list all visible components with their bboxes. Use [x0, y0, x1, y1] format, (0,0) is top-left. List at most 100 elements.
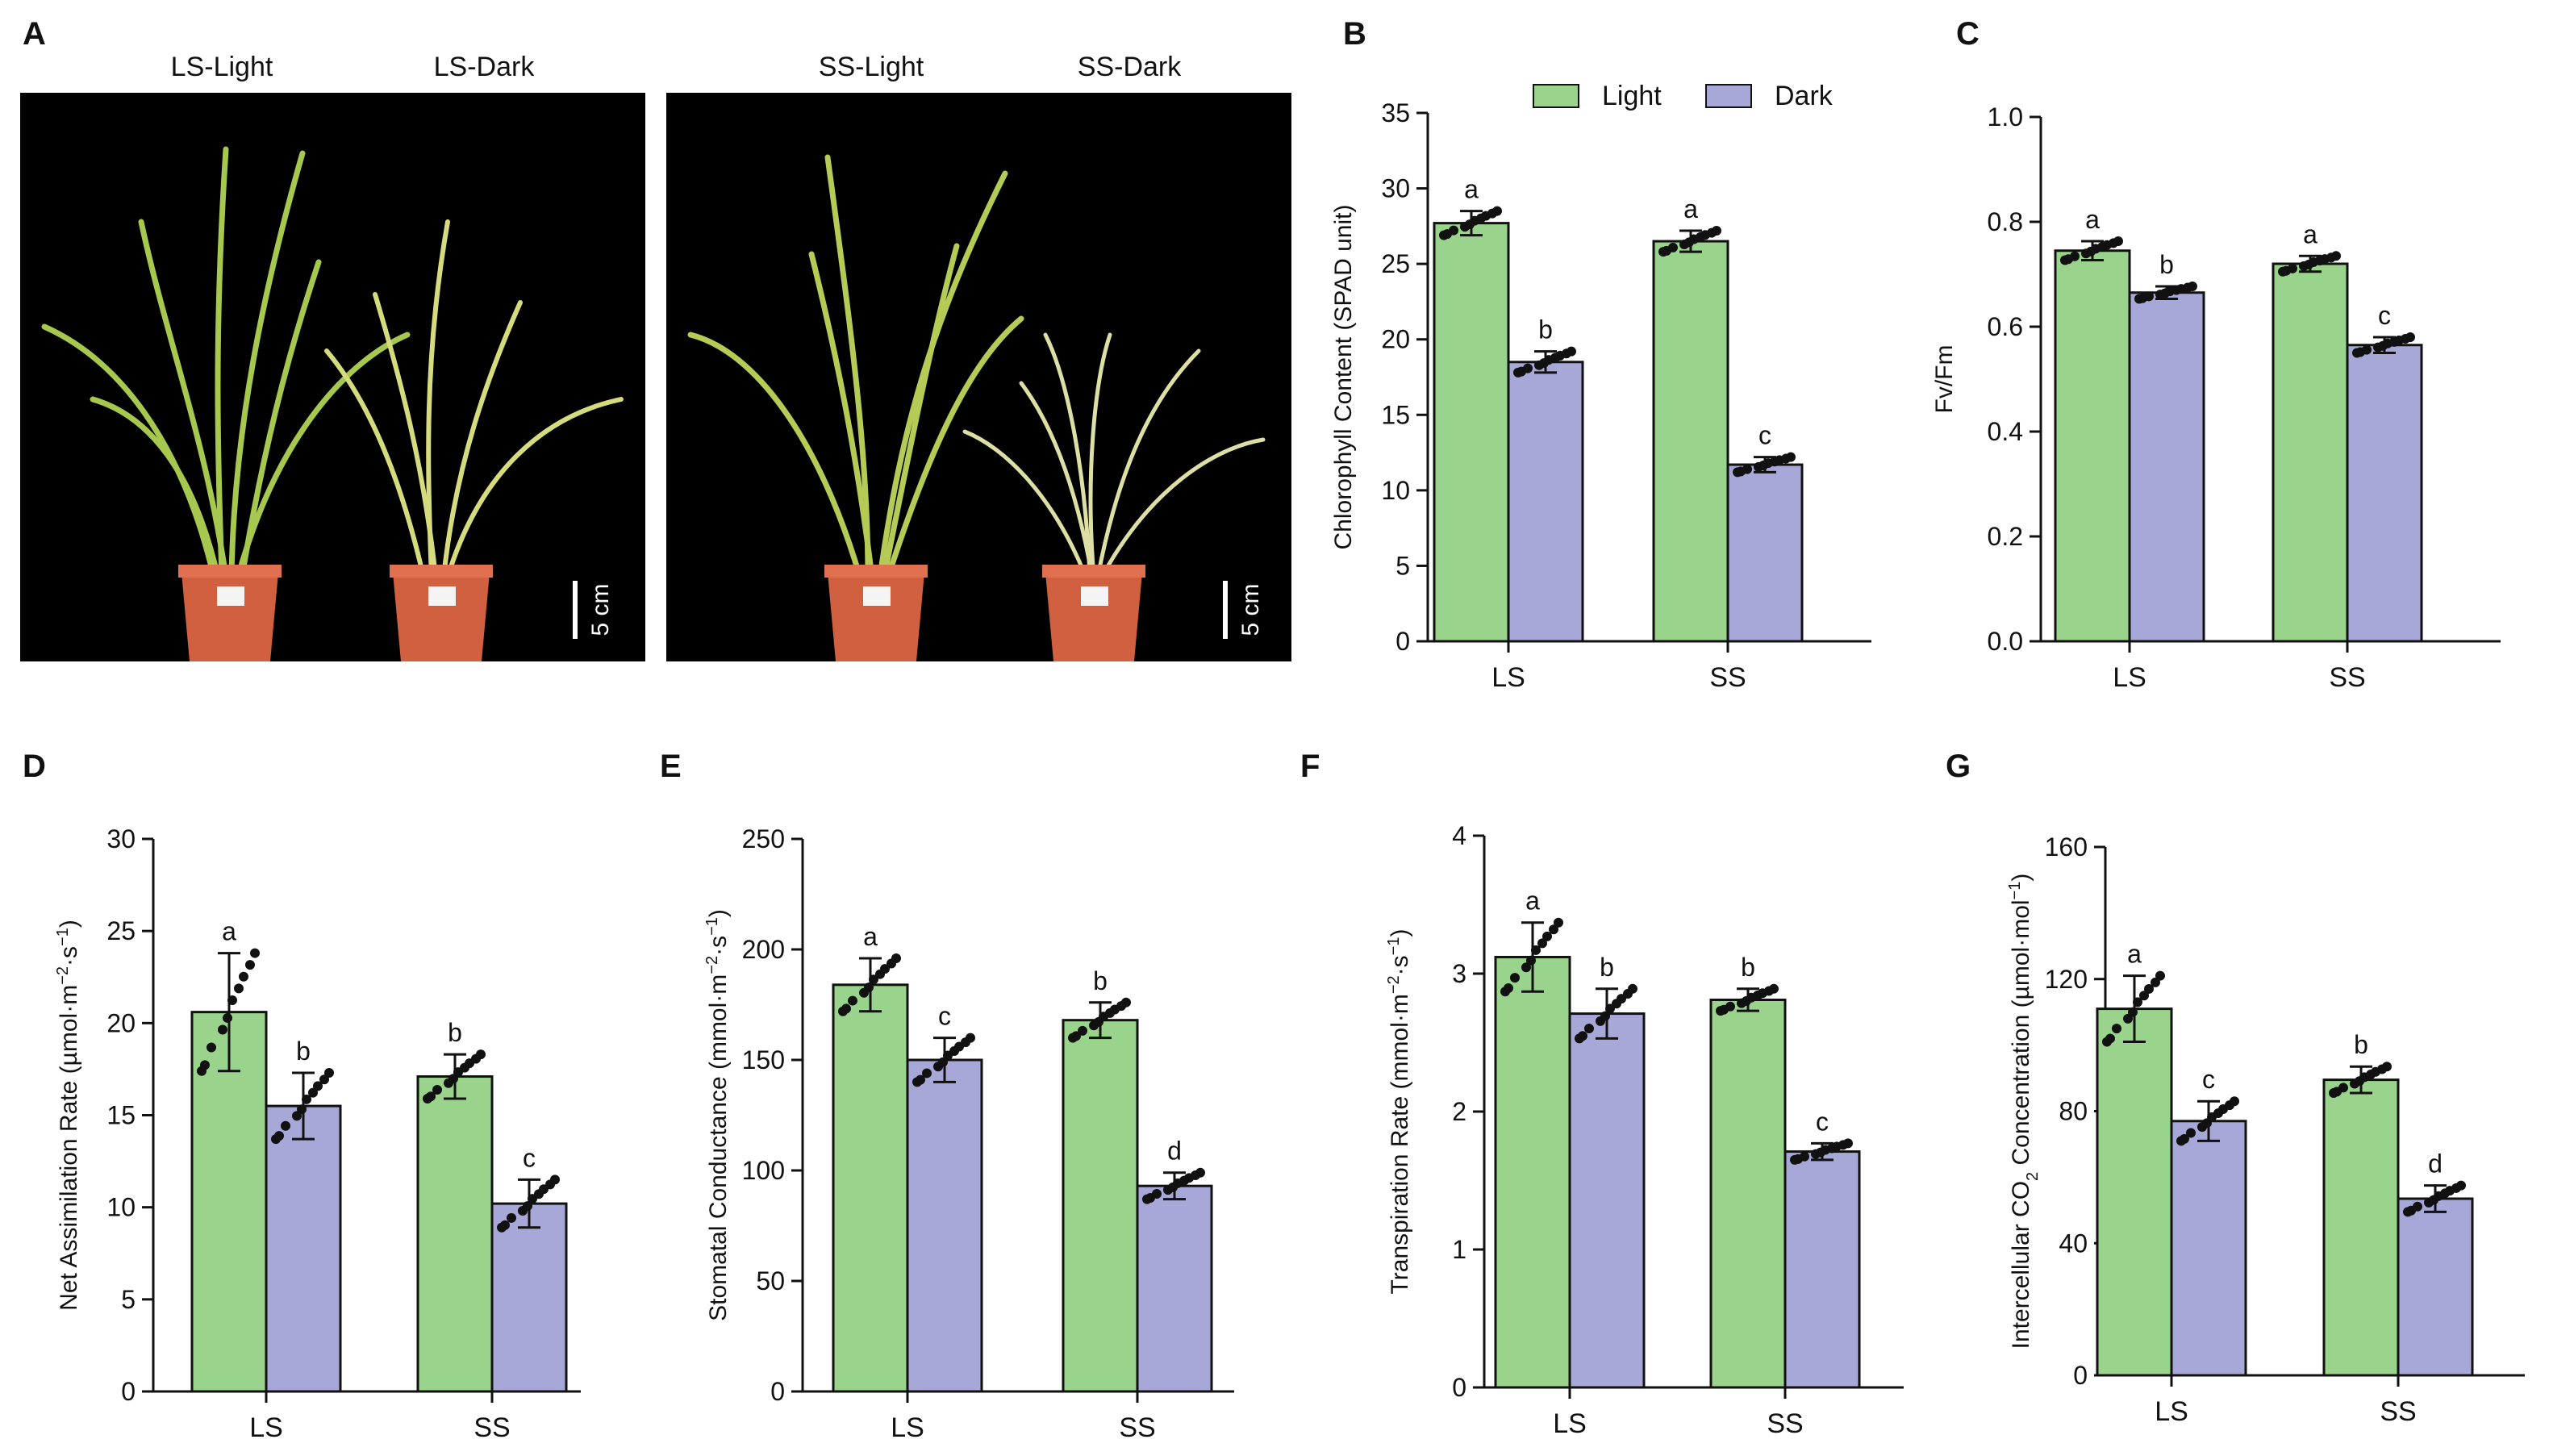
data-point	[1526, 955, 1536, 966]
data-point	[497, 1222, 507, 1233]
data-point	[1191, 1170, 1200, 1181]
data-point	[1816, 1147, 1825, 1158]
data-point	[2278, 266, 2288, 277]
significance-letter: b	[1538, 315, 1553, 344]
bar-dark-ss	[2346, 344, 2423, 643]
legend-label-dark: Dark	[1775, 81, 1833, 111]
bar-dark-ss	[2397, 1197, 2474, 1377]
significance-letter: d	[2428, 1149, 2443, 1179]
bar-dark-ls	[265, 1104, 342, 1393]
data-point	[197, 1066, 207, 1076]
data-point	[922, 1068, 932, 1078]
data-point	[271, 1134, 281, 1145]
data-point	[2413, 1201, 2422, 1212]
data-point	[2389, 336, 2399, 347]
data-point	[1078, 1025, 1087, 1036]
bar-light-ls	[1433, 222, 1510, 643]
data-point	[961, 1037, 970, 1048]
y-tick-label: 0	[1395, 627, 1410, 656]
data-point	[1554, 917, 1563, 928]
data-point	[471, 1053, 481, 1064]
panel-label-e: E	[660, 749, 682, 784]
data-point	[1168, 1182, 1178, 1192]
data-point	[1584, 1024, 1594, 1034]
data-point	[1758, 460, 1768, 470]
significance-letter: a	[2085, 205, 2100, 234]
bar-dark-ls	[1507, 361, 1584, 643]
data-point	[1539, 358, 1549, 369]
data-point	[2112, 1024, 2121, 1034]
significance-letter: b	[1600, 953, 1614, 982]
y-tick-label: 50	[756, 1266, 785, 1295]
significance-letter: a	[2303, 219, 2317, 248]
y-tick-label: 100	[742, 1156, 785, 1185]
data-point	[2144, 291, 2154, 302]
significance-letter: a	[863, 922, 878, 951]
data-point	[2401, 333, 2410, 344]
data-point	[2102, 1037, 2112, 1047]
bar-dark-ls	[2128, 291, 2205, 643]
y-tick-label: 0.4	[1988, 417, 2023, 446]
data-point	[1550, 353, 1560, 363]
bar-dark-ss	[1726, 463, 1804, 643]
y-tick-label: 30	[1381, 174, 1410, 203]
bar-light-ss	[416, 1075, 494, 1393]
y-tick-label: 5	[121, 1285, 136, 1314]
bar-dark-ss	[1783, 1150, 1861, 1389]
data-point	[1531, 945, 1541, 955]
data-point	[423, 1093, 432, 1103]
panel-label-d: D	[23, 749, 46, 784]
data-point	[1465, 219, 1475, 230]
data-point	[938, 1057, 948, 1067]
data-point	[1542, 931, 1552, 941]
y-axis-title: Transpiration Rate (mmol·m−2·s−1)	[1385, 929, 1413, 1295]
significance-letter: c	[2202, 1065, 2215, 1094]
bar-light-ss	[1652, 240, 1729, 643]
data-point	[1600, 1011, 1610, 1021]
y-axis-title: Fv/Fm	[1931, 345, 1958, 414]
data-point	[848, 995, 857, 1006]
data-point	[1523, 363, 1533, 373]
data-point	[838, 1006, 848, 1016]
bar-light-ls	[2054, 249, 2131, 643]
scale-label-left: 5 cm	[587, 583, 614, 636]
significance-letter: b	[2159, 250, 2174, 279]
y-tick-label: 0.2	[1988, 522, 2023, 551]
data-point	[432, 1084, 442, 1095]
chart-fvfm: 0.0 0.2 0.4 0.6 0.8 1.0 Fv/Fm LS a b SS a c	[1931, 102, 2501, 693]
data-point	[2176, 1136, 2186, 1146]
data-point	[1575, 1033, 1584, 1044]
bar-light-ss	[1062, 1019, 1139, 1393]
x-tick-label: SS	[2380, 1396, 2416, 1427]
data-point	[1623, 988, 1633, 999]
bar-dark-ss	[1136, 1184, 1213, 1393]
data-point	[1753, 991, 1763, 1001]
data-point	[313, 1081, 323, 1091]
data-point	[1510, 973, 1520, 983]
y-tick-label: 35	[1381, 98, 1410, 127]
y-tick-label: 1.0	[1988, 102, 2023, 131]
significance-letter: c	[2378, 301, 2391, 330]
data-point	[2097, 242, 2107, 252]
data-point	[239, 971, 248, 982]
y-tick-label: 10	[106, 1193, 136, 1222]
data-point	[2304, 259, 2313, 269]
plant-photo-ls-illustration	[41, 146, 624, 661]
data-point	[1487, 208, 1497, 219]
y-tick-label: 200	[742, 935, 785, 964]
data-point	[319, 1074, 329, 1085]
data-point	[1612, 999, 1621, 1009]
significance-letter: d	[1167, 1137, 1182, 1166]
data-point	[949, 1046, 959, 1057]
y-axis-title: Net Assimilation Rate (µmol·m−2·s−1)	[54, 920, 82, 1311]
bar-light-ls	[2096, 1008, 2173, 1377]
data-point	[448, 1074, 458, 1084]
data-point	[2186, 1128, 2196, 1138]
y-tick-label: 20	[1381, 325, 1410, 354]
data-point	[1439, 230, 1449, 240]
y-tick-label: 0.8	[1988, 207, 2023, 236]
significance-letter: b	[1093, 966, 1108, 995]
data-point	[292, 1111, 302, 1121]
data-point	[2429, 1195, 2438, 1205]
x-tick-label: SS	[2329, 662, 2365, 693]
